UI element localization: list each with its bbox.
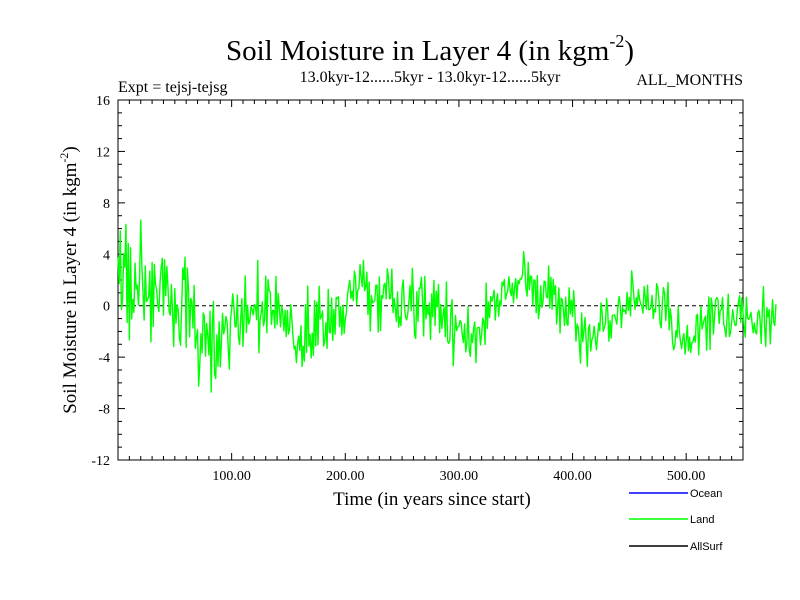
y-axis-label: Soil Moisture in Layer 4 (in kgm-2)	[57, 146, 81, 414]
plot-area	[117, 99, 744, 461]
legend: Ocean Land AllSurf	[629, 488, 723, 553]
subtitle-right: ALL_MONTHS	[636, 72, 743, 89]
y-axis-label-close: )	[60, 146, 81, 152]
chart-title-sup: -2	[609, 31, 624, 51]
x-tick-label: 500.00	[667, 469, 706, 484]
legend-label-land: Land	[690, 514, 714, 526]
y-tick-label: -8	[98, 403, 110, 418]
y-axis-label-sup: -2	[57, 153, 71, 163]
y-tick-label: 8	[103, 197, 110, 212]
x-tick-label: 400.00	[553, 469, 592, 484]
chart-title-close: )	[624, 35, 634, 67]
y-tick-label: 12	[96, 145, 110, 160]
chart-title: Soil Moisture in Layer 4 (in kgm-2)	[226, 31, 634, 67]
y-tick-label: 16	[96, 94, 110, 109]
legend-label-allsurf: AllSurf	[690, 541, 723, 553]
x-axis-label: Time (in years since start)	[333, 489, 531, 510]
subtitle-left: Expt = tejsj-tejsg	[118, 79, 227, 96]
x-tick-label: 200.00	[326, 469, 365, 484]
legend-label-ocean: Ocean	[690, 488, 722, 500]
series-line-land	[117, 219, 777, 393]
chart-title-main: Soil Moisture in Layer 4 (in kgm	[226, 35, 610, 67]
y-tick-label: 0	[103, 300, 110, 315]
y-tick-label: -4	[98, 351, 110, 366]
x-tick-label: 300.00	[440, 469, 479, 484]
y-tick-label: 4	[103, 248, 110, 263]
y-tick-label: -12	[91, 454, 110, 469]
y-axis-label-main: Soil Moisture in Layer 4 (in kgm	[60, 162, 81, 413]
subtitle-center: 13.0kyr-12......5kyr - 13.0kyr-12......5…	[300, 69, 561, 86]
x-tick-label: 100.00	[212, 469, 251, 484]
